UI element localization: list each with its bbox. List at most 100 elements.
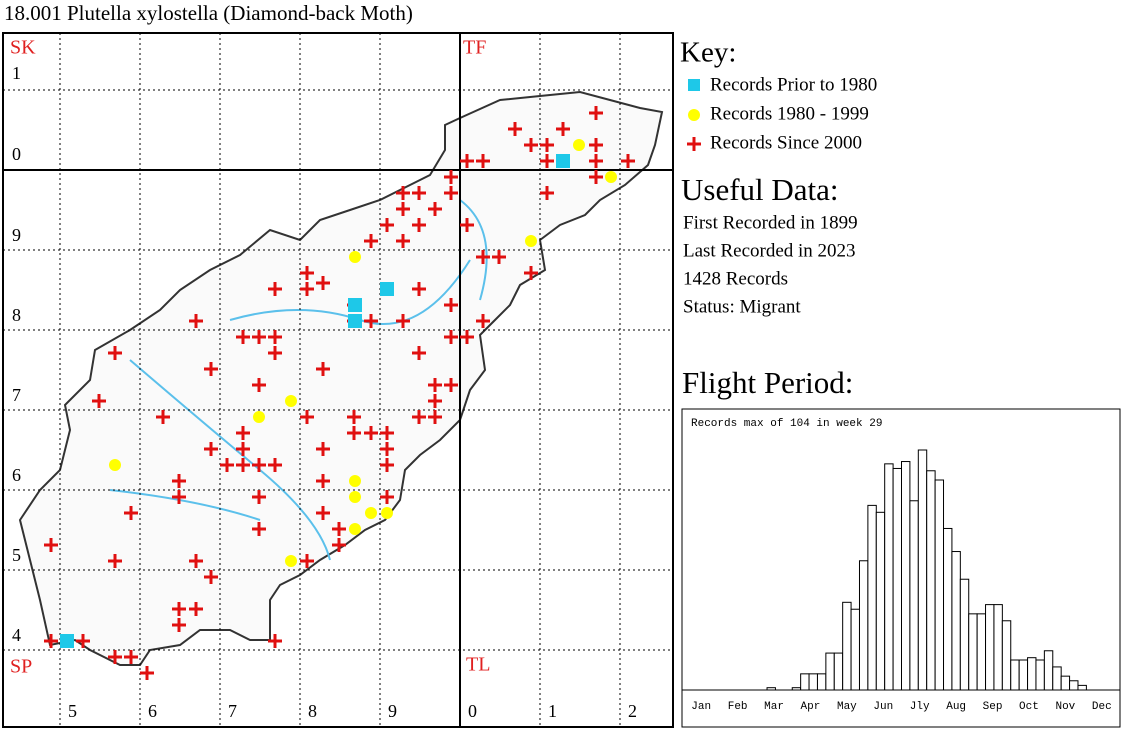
- bar: [1027, 657, 1037, 691]
- bar: [1060, 675, 1071, 691]
- bar: [926, 470, 936, 691]
- month-label: Oct: [1019, 701, 1039, 713]
- record-since-2000: [300, 410, 314, 424]
- month-label: May: [837, 701, 857, 713]
- bar: [1001, 620, 1012, 691]
- record-since-2000: [540, 154, 554, 168]
- record-since-2000: [268, 346, 282, 360]
- record-since-2000: [428, 378, 442, 392]
- record-since-2000: [300, 282, 314, 296]
- record-1980-1999: [109, 459, 121, 471]
- month-label: Dec: [1092, 701, 1112, 713]
- square-label: SP: [10, 656, 32, 678]
- record-since-2000: [332, 538, 346, 552]
- bar: [867, 504, 877, 691]
- record-since-2000: [347, 410, 361, 424]
- record-since-2000: [44, 538, 58, 552]
- bar: [825, 652, 835, 691]
- column-label: 1: [548, 701, 557, 721]
- record-since-2000: [396, 314, 410, 328]
- row-label: 0: [12, 144, 21, 164]
- bar: [917, 449, 928, 691]
- record-since-2000: [380, 458, 394, 472]
- record-since-2000: [589, 154, 603, 168]
- record-since-2000: [268, 634, 282, 648]
- record-since-2000: [124, 650, 138, 664]
- record-since-2000: [364, 234, 378, 248]
- record-1980-1999: [381, 507, 393, 519]
- record-1980-1999: [349, 475, 361, 487]
- record-since-2000: [460, 154, 474, 168]
- bar: [858, 560, 869, 691]
- bar: [993, 604, 1003, 691]
- record-since-2000: [444, 170, 458, 184]
- record-prior-1980: [380, 282, 394, 296]
- record-since-2000: [76, 634, 90, 648]
- record-since-2000: [108, 650, 122, 664]
- bar: [976, 613, 987, 691]
- record-since-2000: [268, 458, 282, 472]
- record-since-2000: [556, 122, 570, 136]
- record-since-2000: [252, 490, 266, 504]
- record-since-2000: [252, 330, 266, 344]
- record-since-2000: [172, 618, 186, 632]
- record-since-2000: [621, 154, 635, 168]
- useful-title: Useful Data:: [681, 172, 839, 207]
- month-label: Jan: [691, 701, 711, 713]
- record-1980-1999: [349, 251, 361, 263]
- record-1980-1999: [285, 555, 297, 567]
- record-since-2000: [204, 570, 218, 584]
- record-since-2000: [364, 426, 378, 440]
- bar: [1018, 659, 1029, 691]
- record-since-2000: [428, 202, 442, 216]
- month-label: Mar: [764, 701, 784, 713]
- row-label: 5: [12, 545, 21, 565]
- record-since-2000: [508, 122, 522, 136]
- record-since-2000: [540, 138, 554, 152]
- flight-title: Flight Period:: [682, 365, 853, 400]
- bar: [968, 613, 978, 691]
- row-label: 1: [12, 63, 21, 83]
- bar: [1035, 659, 1045, 691]
- month-label: Nov: [1055, 701, 1075, 713]
- record-since-2000: [524, 266, 538, 280]
- chart-annotation: Records max of 104 in week 29: [691, 418, 882, 430]
- square-label: SK: [10, 37, 36, 59]
- bar: [816, 673, 827, 691]
- month-label: Apr: [801, 701, 821, 713]
- record-since-2000: [172, 474, 186, 488]
- record-since-2000: [332, 522, 346, 536]
- square-label: TL: [466, 654, 490, 676]
- record-since-2000: [589, 106, 603, 120]
- bar: [766, 687, 776, 691]
- record-since-2000: [428, 410, 442, 424]
- column-label: 0: [468, 701, 477, 721]
- record-since-2000: [540, 186, 554, 200]
- record-since-2000: [108, 554, 122, 568]
- record-since-2000: [140, 666, 154, 680]
- record-since-2000: [300, 554, 314, 568]
- record-since-2000: [236, 458, 250, 472]
- record-since-2000: [172, 490, 186, 504]
- record-since-2000: [476, 250, 490, 264]
- row-label: 4: [12, 625, 21, 645]
- record-since-2000: [347, 426, 361, 440]
- page-title: 18.001 Plutella xylostella (Diamond-back…: [4, 1, 413, 25]
- record-1980-1999: [573, 139, 585, 151]
- bar: [875, 511, 886, 691]
- bar: [959, 578, 970, 691]
- record-1980-1999: [349, 523, 361, 535]
- record-since-2000: [189, 554, 203, 568]
- record-since-2000: [460, 330, 474, 344]
- bar: [1010, 659, 1020, 691]
- record-since-2000: [236, 426, 250, 440]
- bar: [833, 652, 844, 691]
- bar: [1052, 666, 1062, 691]
- record-prior-1980: [556, 154, 570, 168]
- record-since-2000: [396, 202, 410, 216]
- record-since-2000: [204, 362, 218, 376]
- bar: [850, 608, 860, 691]
- record-since-2000: [380, 490, 394, 504]
- square-label: TF: [463, 37, 486, 59]
- record-since-2000: [396, 234, 410, 248]
